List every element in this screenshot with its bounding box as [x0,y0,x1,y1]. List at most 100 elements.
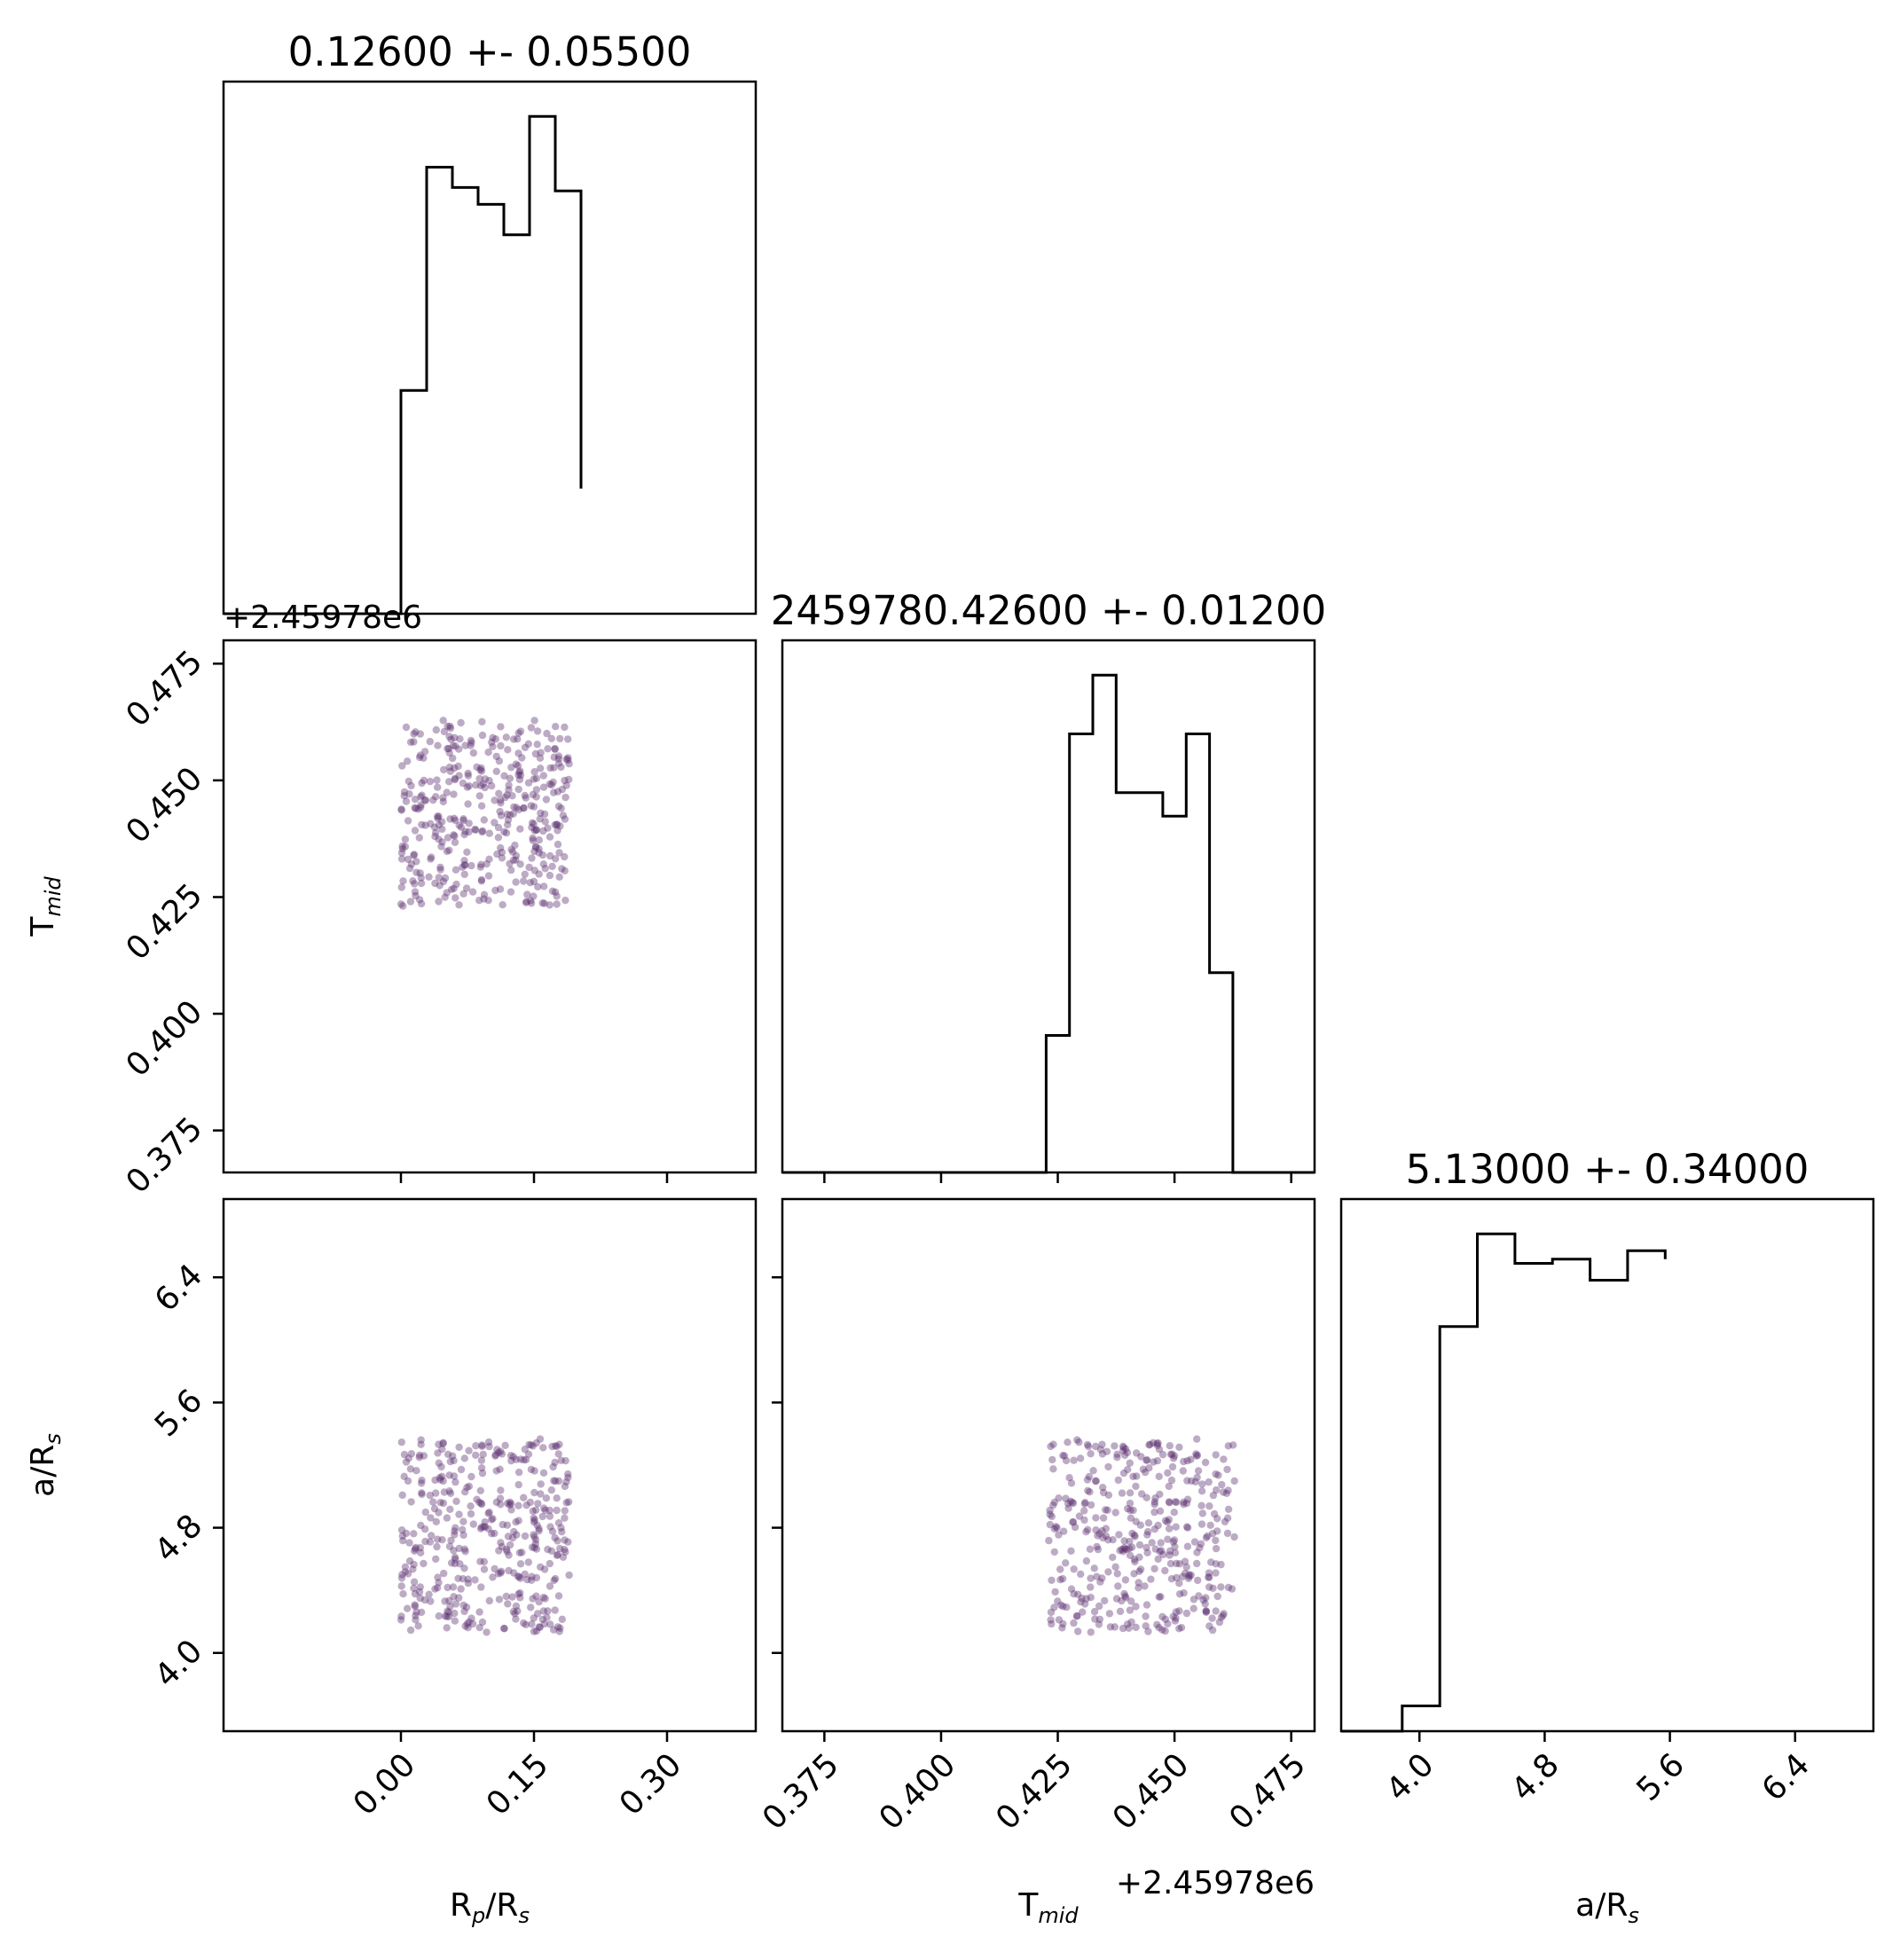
scatter-point [1166,1551,1174,1559]
scatter-point [1094,1532,1102,1540]
scatter-point [494,823,503,832]
scatter-point [410,730,418,738]
scatter-point [409,877,417,885]
scatter-point [526,1498,534,1507]
scatter-point [415,896,424,904]
scatter-point [529,1442,537,1450]
scatter-point [503,1521,512,1529]
scatter-point [530,1516,538,1525]
scatter-point [404,757,412,765]
scatter-point [522,794,530,802]
scatter-point [496,807,504,816]
scatter-point [506,859,514,868]
scatter-point [540,1504,548,1512]
scatter-point [456,735,464,743]
scatter-point [439,1439,447,1447]
scatter-point [1096,1578,1104,1586]
scatter-point [411,1547,419,1556]
scatter-point [449,1452,457,1460]
scatter-point [1155,1472,1163,1481]
scatter-point [488,738,496,747]
scatter-point [1135,1579,1142,1587]
scatter-point [427,1597,435,1605]
scatter-point [1208,1614,1216,1622]
scatter-point [554,1550,562,1559]
scatter-point [488,1530,496,1538]
panel-frame [781,1197,1316,1733]
scatter-point [531,1536,540,1544]
scatter-point [554,1537,561,1545]
scatter-point [404,1570,412,1578]
scatter-point [1213,1515,1221,1523]
scatter-point [512,1518,520,1526]
scatter-point [528,1543,537,1551]
scatter-point [1158,1626,1166,1634]
scatter-point [497,1447,505,1455]
scatter-point [449,1583,458,1591]
scatter-point [549,1462,557,1471]
scatter-point [1081,1499,1089,1507]
scatter-point [475,897,483,905]
scatter-point [555,1627,563,1635]
scatter-point [557,1456,565,1464]
scatter-point [459,1575,467,1583]
scatter-point [1047,1616,1055,1624]
scatter-point [451,866,460,874]
scatter-point [554,802,563,811]
scatter-point [491,796,499,804]
scatter-point [555,1440,563,1448]
scatter-point [1119,1442,1127,1451]
scatter-point [1223,1465,1231,1474]
scatter-point [530,1514,538,1522]
scatter-point [1087,1583,1095,1591]
scatter-point [1090,1564,1098,1572]
scatter-point [558,785,566,794]
scatter-point [436,1474,444,1482]
scatter-point [1104,1536,1112,1544]
scatter-point [516,1574,524,1582]
scatter-point [1193,1559,1201,1568]
scatter-point [439,717,447,725]
scatter-point [444,834,452,842]
scatter-point [1114,1582,1122,1590]
scatter-point [550,753,558,761]
y-axis-label-tmid: Tmid [25,876,66,937]
scatter-point [451,1524,459,1532]
scatter-point [402,1529,411,1538]
scatter-point [530,768,538,776]
scatter-point [496,885,505,893]
scatter-point [558,1528,566,1536]
scatter-point [554,827,561,835]
scatter-point [1170,1452,1179,1460]
scatter-point [457,718,465,727]
scatter-point [416,751,425,759]
scatter-point [1057,1601,1065,1610]
scatter-point [1070,1456,1078,1464]
scatter-point [493,1446,501,1454]
scatter-point [451,816,459,825]
scatter-point [542,1494,551,1502]
scatter-point [1131,1557,1139,1566]
scatter-point [525,863,533,872]
scatter-point [503,791,511,799]
scatter-point [1047,1608,1056,1617]
scatter-point [455,1594,463,1602]
scatter-point [1059,1619,1067,1628]
scatter-point [476,1486,484,1495]
scatter-point [457,1465,466,1474]
scatter-point [530,1467,538,1475]
scatter-point [465,782,474,790]
scatter-point [461,861,469,869]
hist-panel-rp: 0.12600 +- 0.05500 [222,28,758,615]
scatter-point [553,1442,561,1451]
scatter-point [454,1574,462,1583]
scatter-point [1143,1527,1152,1536]
scatter-point [1091,1615,1099,1623]
scatter-point [515,775,524,784]
scatter-point [440,765,448,774]
scatter-point [431,879,439,888]
scatter-point [1092,1526,1100,1534]
scatter-point [1212,1536,1220,1545]
scatter-point [546,901,554,909]
scatter-point [492,752,500,761]
